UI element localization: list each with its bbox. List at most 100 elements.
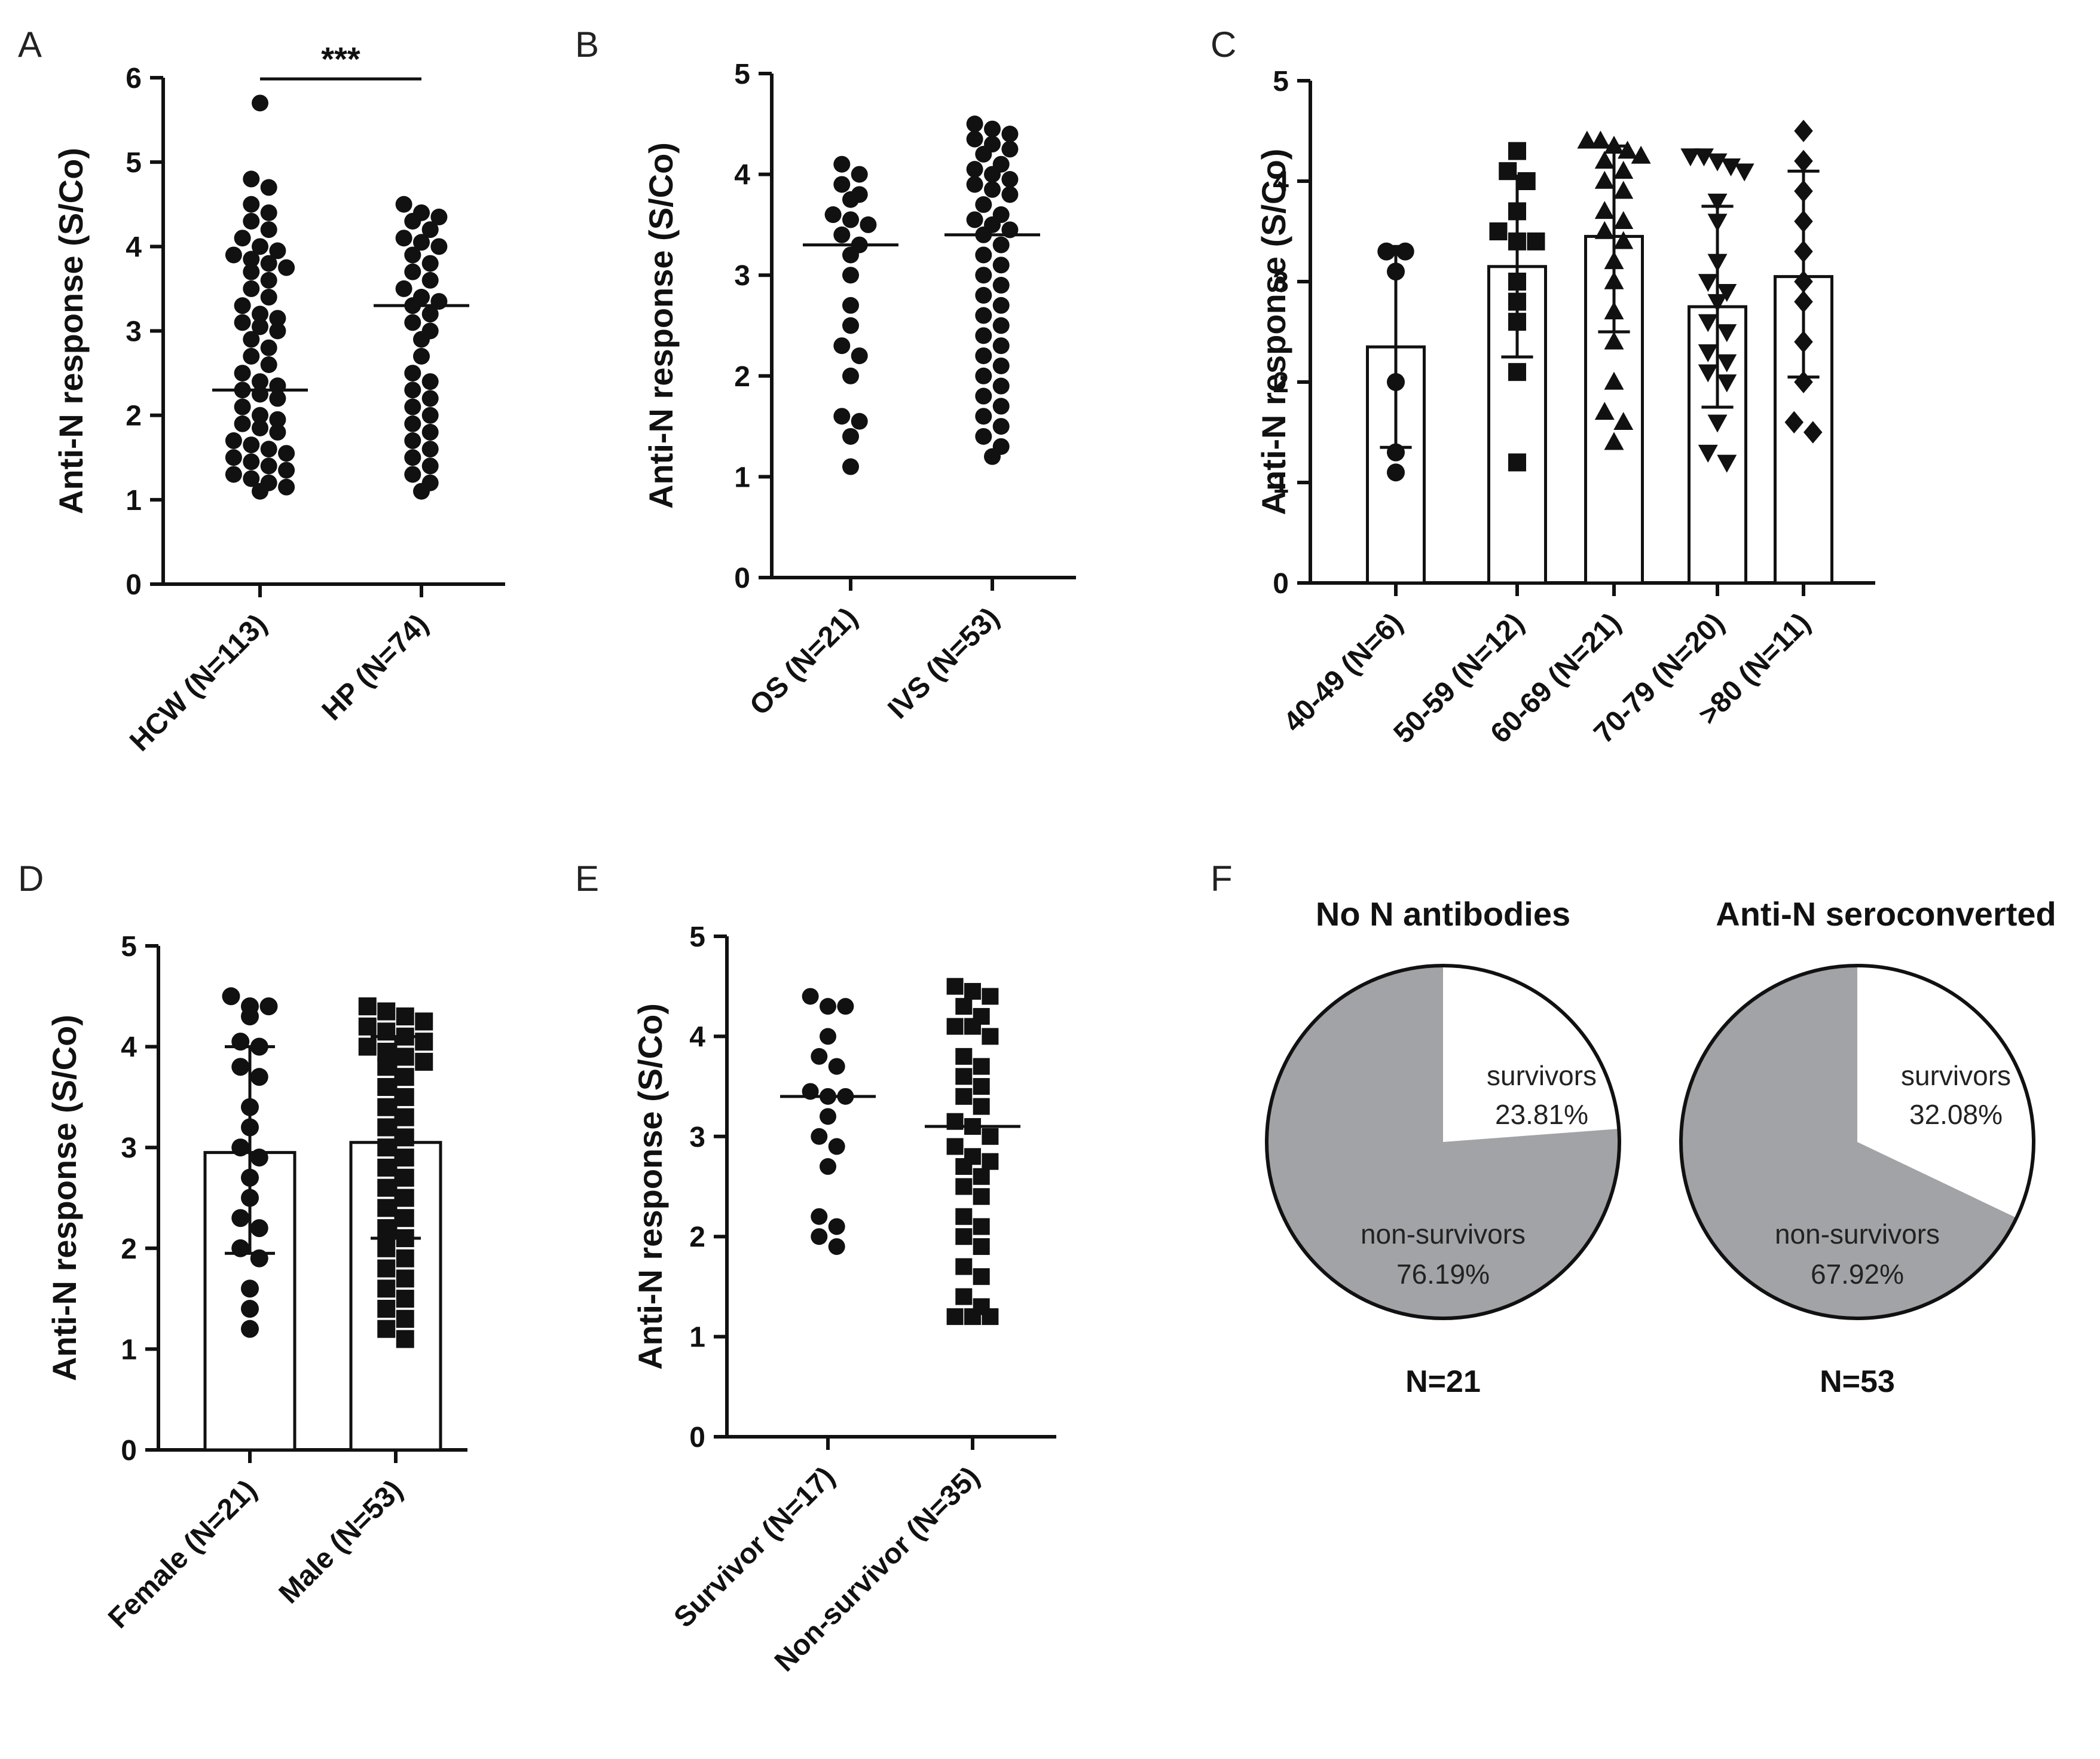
data-point <box>260 441 277 458</box>
data-point <box>1594 201 1615 219</box>
data-point <box>421 306 439 323</box>
pie-title: No N antibodies <box>1316 895 1570 933</box>
data-point <box>252 419 268 436</box>
data-point <box>421 457 439 475</box>
data-point <box>946 1138 964 1155</box>
data-point <box>975 427 992 445</box>
data-point <box>1527 232 1545 251</box>
slice-percent: 23.81% <box>1495 1099 1588 1130</box>
data-point <box>358 997 377 1016</box>
data-point <box>1707 193 1728 212</box>
y-tick-label: 0 <box>689 1422 705 1453</box>
pie-n-label: N=21 <box>1405 1364 1481 1399</box>
pie-outline <box>1265 964 1621 1320</box>
data-point <box>955 1288 973 1305</box>
data-point <box>811 1228 828 1245</box>
data-point <box>421 441 439 458</box>
data-point <box>1001 186 1019 203</box>
data-point <box>395 196 412 213</box>
data-point <box>824 206 842 224</box>
y-axis-label: Anti-N response (S/Co) <box>52 148 90 514</box>
x-tick-label: Female (N=21) <box>102 1474 263 1635</box>
data-point <box>252 238 268 255</box>
data-point <box>231 1209 250 1227</box>
data-point <box>833 337 851 355</box>
x-tick-label: Survivor (N=17) <box>668 1461 840 1633</box>
data-point <box>966 161 983 178</box>
pie-slice-non-survivors <box>1681 966 2017 1318</box>
data-point <box>404 415 421 432</box>
data-point <box>842 458 859 475</box>
data-point <box>222 987 240 1006</box>
data-point <box>278 462 295 479</box>
data-point <box>992 377 1010 395</box>
data-point <box>260 204 277 221</box>
data-point <box>225 246 242 264</box>
y-axis-label: Anti-N response (S/Co) <box>45 1015 83 1381</box>
y-tick-label: 3 <box>1273 267 1289 298</box>
y-tick-label: 0 <box>126 569 142 601</box>
data-point <box>811 1128 828 1145</box>
y-tick-label: 5 <box>689 921 705 953</box>
data-point <box>820 1158 836 1175</box>
data-point <box>241 1320 259 1338</box>
y-tick-label: 1 <box>1273 468 1289 499</box>
data-point <box>966 130 983 148</box>
data-point <box>1604 432 1624 450</box>
data-point <box>973 1238 990 1255</box>
data-point <box>992 277 1010 294</box>
data-point <box>1613 231 1634 249</box>
data-point <box>1613 181 1634 199</box>
data-point <box>404 365 421 382</box>
data-point <box>1613 210 1634 229</box>
data-point <box>243 263 260 280</box>
data-point <box>404 466 421 483</box>
data-point <box>820 998 836 1015</box>
data-point <box>842 191 859 208</box>
data-point <box>250 1219 268 1238</box>
data-point <box>278 478 295 496</box>
data-point <box>396 1088 414 1106</box>
y-tick-label: 4 <box>734 160 750 191</box>
y-axis-label: Anti-N response (S/Co) <box>1255 149 1292 515</box>
data-point <box>1734 163 1754 182</box>
data-point <box>982 1028 999 1045</box>
data-point <box>1698 344 1718 362</box>
x-tick-label: 40-49 (N=6) <box>1277 607 1409 738</box>
data-point <box>992 236 1010 254</box>
data-point <box>243 453 260 471</box>
y-tick-label: 5 <box>121 931 137 963</box>
data-point <box>1804 421 1823 444</box>
data-point <box>964 1018 981 1035</box>
data-point <box>1717 324 1737 343</box>
y-tick-label: 3 <box>121 1132 137 1164</box>
pie-chart: No N antibodies survivors 23.81% non-surviv… <box>1265 895 1621 1399</box>
y-tick-label: 0 <box>1273 568 1289 600</box>
data-point <box>984 181 1001 198</box>
data-point <box>984 120 1001 138</box>
data-point <box>396 1249 414 1268</box>
data-point <box>1604 371 1624 390</box>
data-point <box>1794 120 1813 142</box>
data-point <box>946 978 964 995</box>
data-point <box>975 246 992 264</box>
data-point <box>358 1017 377 1036</box>
data-point <box>243 280 260 297</box>
data-point <box>820 1108 836 1125</box>
data-point <box>234 415 251 432</box>
data-point <box>1698 444 1718 463</box>
data-point <box>992 337 1010 355</box>
data-point <box>955 1258 973 1275</box>
data-point <box>973 1168 990 1185</box>
data-point <box>1577 130 1597 149</box>
data-point <box>828 1058 845 1075</box>
data-point <box>992 357 1010 374</box>
data-point <box>1721 158 1741 177</box>
y-tick-label: 4 <box>121 1032 137 1064</box>
y-tick-label: 0 <box>734 563 750 594</box>
y-tick-label: 3 <box>734 260 750 292</box>
data-point <box>377 1178 396 1197</box>
data-point <box>946 1308 964 1326</box>
data-point <box>404 449 421 466</box>
data-point <box>833 155 851 173</box>
